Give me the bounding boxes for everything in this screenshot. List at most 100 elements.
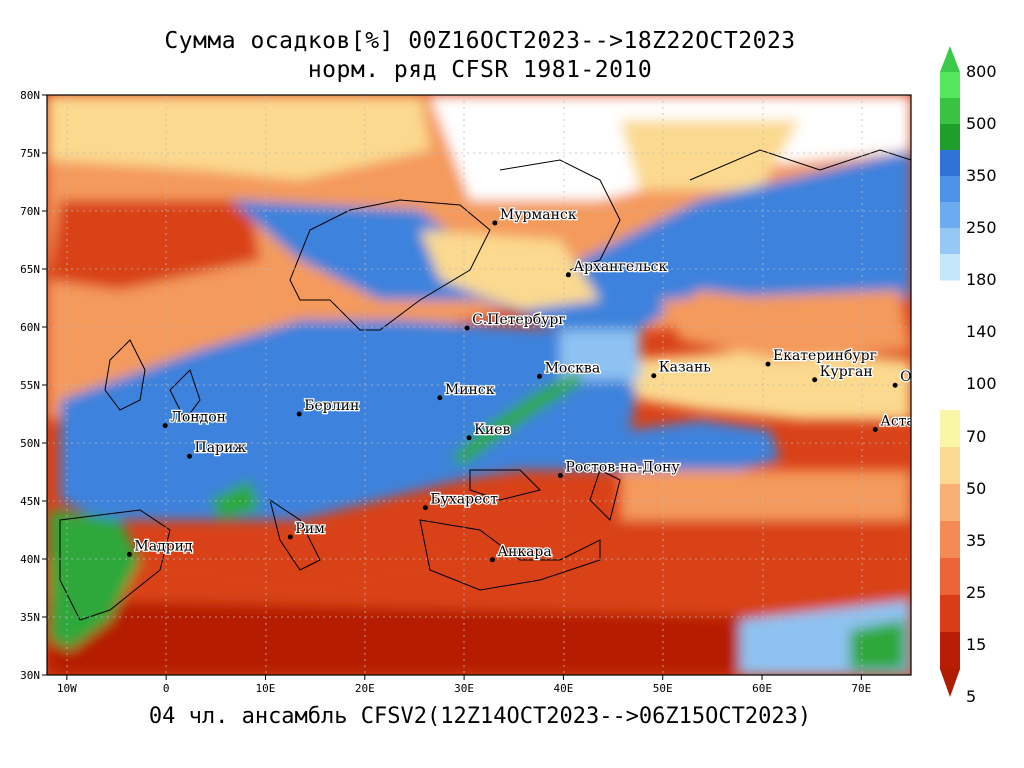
city-label: Берлин bbox=[304, 398, 359, 414]
legend-swatch bbox=[940, 410, 960, 448]
city-dot bbox=[287, 534, 293, 540]
ensemble-caption: 04 чл. ансамбль CFSV2(12Z14OCT2023-->06Z… bbox=[148, 704, 812, 729]
city-label: Киев bbox=[474, 422, 510, 438]
legend-swatch bbox=[940, 202, 960, 229]
city-dot bbox=[464, 325, 470, 331]
legend-arrow-top bbox=[940, 46, 960, 72]
city-dot bbox=[466, 435, 472, 441]
lon-tick-label: 50E bbox=[653, 682, 673, 695]
city-label: Мурманск bbox=[500, 207, 577, 223]
lon-tick-label: 10E bbox=[256, 682, 276, 695]
lat-tick-label: 35N bbox=[20, 611, 40, 624]
coastlines bbox=[59, 149, 911, 621]
city-label: Омск bbox=[900, 369, 939, 385]
lat-tick-label: 30N bbox=[20, 669, 40, 682]
legend-label-middle: 100 bbox=[966, 374, 997, 393]
lat-tick-label: 75N bbox=[20, 147, 40, 160]
latitude-axis: 80N 75N 70N 65N 60N 55N 50N 45N 40N 35N 30N bbox=[20, 89, 47, 682]
legend-swatch bbox=[940, 595, 960, 633]
city-label: Казань bbox=[659, 360, 711, 376]
legend-swatch bbox=[940, 72, 960, 99]
city-label: Архангельск bbox=[573, 259, 667, 275]
lon-tick-label: 30E bbox=[454, 682, 474, 695]
legend-swatch bbox=[940, 98, 960, 125]
lon-tick-label: 60E bbox=[752, 682, 772, 695]
legend-swatch bbox=[940, 150, 960, 177]
city-dot bbox=[126, 551, 132, 557]
legend-swatch bbox=[940, 632, 960, 670]
city-dot bbox=[565, 272, 571, 278]
legend-labels: 800 500 350 250 180 140 100 70 50 35 25 15 5 bbox=[966, 62, 997, 706]
lat-tick-label: 50N bbox=[20, 437, 40, 450]
lat-tick-label: 40N bbox=[20, 553, 40, 566]
legend-label: 70 bbox=[966, 427, 986, 446]
city-dot bbox=[812, 377, 818, 383]
legend-swatch bbox=[940, 447, 960, 485]
lat-tick-label: 45N bbox=[20, 495, 40, 508]
legend-arrow-bottom bbox=[940, 669, 960, 697]
city-label: Лондон bbox=[170, 410, 226, 426]
city-dot bbox=[296, 411, 302, 417]
lon-tick-label: 40E bbox=[553, 682, 573, 695]
precip-field: Мурманск Архангельск С.Петербург Москва Каза… bbox=[47, 95, 939, 675]
legend-label: 350 bbox=[966, 166, 997, 185]
legend-label: 50 bbox=[966, 479, 986, 498]
lat-tick-label: 70N bbox=[20, 205, 40, 218]
lon-tick-label: 70E bbox=[851, 682, 871, 695]
city-markers: Мурманск Архангельск С.Петербург Москва Каза… bbox=[126, 206, 939, 563]
graticule bbox=[47, 95, 911, 675]
city-dot bbox=[537, 373, 543, 379]
legend-swatch bbox=[940, 484, 960, 522]
city-label: Париж bbox=[195, 440, 247, 456]
city-label: Мадрид bbox=[134, 538, 193, 554]
lat-tick-label: 80N bbox=[20, 89, 40, 102]
legend-swatch bbox=[940, 124, 960, 151]
lat-tick-label: 65N bbox=[20, 263, 40, 276]
legend-wet-scale bbox=[940, 46, 960, 281]
chart-subtitle-normals: норм. ряд CFSR 1981-2010 bbox=[307, 57, 653, 83]
city-label: С.Петербург bbox=[472, 312, 566, 328]
lat-tick-label: 60N bbox=[20, 321, 40, 334]
longitude-axis: 10W 0 10E 20E 30E 40E 50E 60E 70E bbox=[57, 675, 871, 695]
city-label: Рим bbox=[295, 521, 325, 537]
legend-swatch bbox=[940, 254, 960, 281]
legend-swatch bbox=[940, 228, 960, 255]
city-dot bbox=[492, 220, 498, 226]
legend-label: 250 bbox=[966, 218, 997, 237]
legend-label: 500 bbox=[966, 114, 997, 133]
legend-label: 180 bbox=[966, 270, 997, 289]
city-dot bbox=[489, 557, 495, 563]
lon-tick-label: 10W bbox=[57, 682, 77, 695]
city-label: Москва bbox=[545, 360, 601, 376]
lon-tick-label: 0 bbox=[163, 682, 170, 695]
city-label: Курган bbox=[820, 364, 873, 380]
city-dot bbox=[557, 472, 563, 478]
city-label: Минск bbox=[445, 382, 495, 398]
city-dot bbox=[162, 423, 168, 429]
city-label: Екатеринбург bbox=[773, 348, 877, 364]
city-dot bbox=[765, 361, 771, 367]
legend-label: 15 bbox=[966, 635, 986, 654]
city-label: Ростов-на-Дону bbox=[565, 459, 680, 475]
city-dot bbox=[872, 427, 878, 433]
city-dot bbox=[892, 382, 898, 388]
lon-tick-label: 20E bbox=[355, 682, 375, 695]
legend-label: 140 bbox=[966, 322, 997, 341]
legend-swatch bbox=[940, 521, 960, 559]
legend-label: 35 bbox=[966, 531, 986, 550]
legend-swatch bbox=[940, 558, 960, 596]
city-dot bbox=[422, 505, 428, 511]
legend-label: 800 bbox=[966, 62, 997, 81]
city-dot bbox=[187, 453, 193, 459]
legend-label: 5 bbox=[966, 687, 976, 706]
city-dot bbox=[437, 395, 443, 401]
city-label: Бухарест bbox=[430, 492, 498, 508]
lat-tick-label: 55N bbox=[20, 379, 40, 392]
legend-label: 25 bbox=[966, 583, 986, 602]
city-label: Астана bbox=[880, 414, 932, 430]
chart-title: Сумма осадков[%] 00Z16OCT2023-->18Z22OCT… bbox=[164, 28, 796, 54]
city-dot bbox=[651, 373, 657, 379]
city-label: Анкара bbox=[497, 544, 551, 560]
